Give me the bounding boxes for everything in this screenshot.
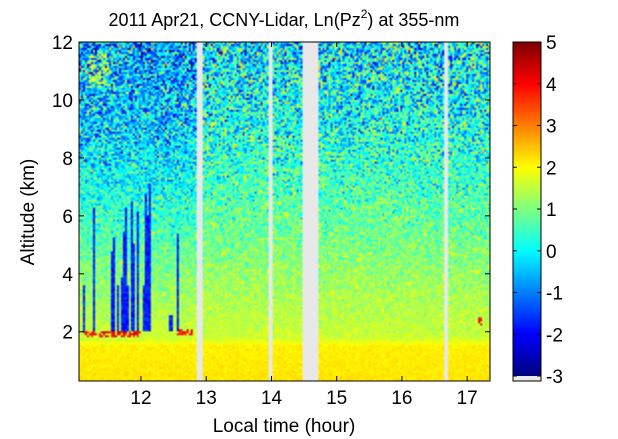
colorbar-frame — [512, 41, 542, 382]
colorbar-tick-label: 4 — [546, 75, 557, 96]
chart-title-superscript: 2 — [361, 7, 368, 21]
chart-title-prefix: 2011 Apr21, CCNY-Lidar, Ln(Pz — [109, 10, 361, 30]
x-tick-label: 12 — [130, 388, 151, 409]
x-axis: 12 13 14 15 16 17 — [130, 42, 478, 409]
y-axis: 2 4 6 8 10 12 — [52, 33, 490, 344]
colorbar-gradient — [513, 42, 541, 376]
colorbar-tick-label: 0 — [546, 242, 557, 263]
x-tick-label: 16 — [391, 388, 412, 409]
x-tick-label: 15 — [326, 388, 347, 409]
colorbar-nodata-swatch — [513, 376, 541, 381]
y-tick-label: 10 — [52, 91, 73, 112]
colorbar-tick-label: 2 — [546, 158, 557, 179]
colorbar-tick-label: 3 — [546, 117, 557, 138]
y-tick-label: 12 — [52, 33, 73, 54]
plot-frame — [78, 41, 491, 382]
y-tick-label: 8 — [62, 149, 73, 170]
colorbar-tick-label: -3 — [546, 367, 563, 388]
colorbar-tick-label: -1 — [546, 284, 563, 305]
x-tick-label: 17 — [457, 388, 478, 409]
colorbar: -3 -2 -1 0 1 2 3 4 5 — [512, 33, 563, 388]
colorbar-tick-label: 1 — [546, 200, 557, 221]
x-tick-label: 14 — [261, 388, 283, 409]
chart-title: 2011 Apr21, CCNY-Lidar, Ln(Pz2) at 355-n… — [109, 7, 460, 30]
plot-area: 12 13 14 15 16 17 2 4 6 8 10 12 — [52, 33, 491, 409]
y-tick-label: 4 — [62, 265, 73, 286]
x-tick-label: 13 — [196, 388, 217, 409]
y-axis-label: Altitude (km) — [18, 159, 39, 266]
y-tick-label: 6 — [62, 207, 73, 228]
colorbar-tick-label: -2 — [546, 325, 563, 346]
colorbar-tick-label: 5 — [546, 33, 557, 54]
colorbar-ticks: -3 -2 -1 0 1 2 3 4 5 — [513, 33, 563, 388]
lidar-heatmap — [79, 42, 490, 381]
chart-title-suffix: ) at 355-nm — [367, 10, 459, 30]
y-tick-label: 2 — [62, 323, 73, 344]
x-axis-label: Local time (hour) — [213, 416, 356, 437]
